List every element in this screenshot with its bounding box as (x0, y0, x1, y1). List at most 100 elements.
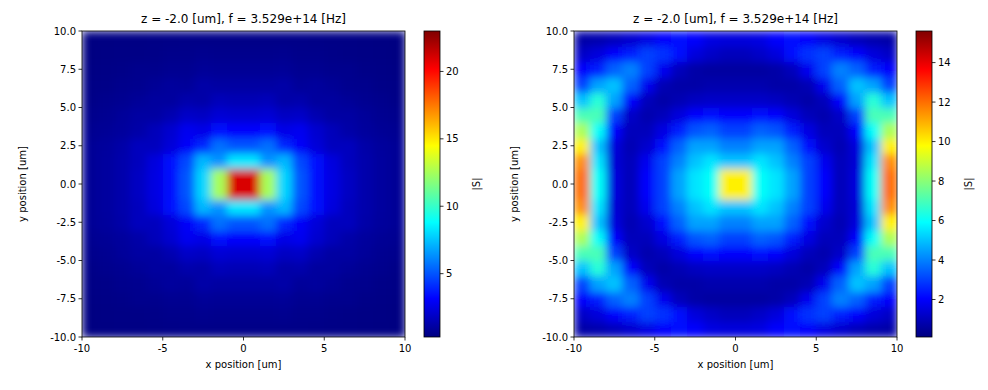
heat-cell (881, 276, 897, 292)
heat-cell (622, 31, 639, 47)
y-tick (571, 31, 575, 32)
heat-cell (687, 230, 704, 246)
y-tick-label: 0.0 (552, 179, 568, 190)
heat-cell (671, 291, 688, 307)
heat-cell (82, 62, 99, 78)
heat-cell (163, 306, 180, 322)
y-tick (79, 298, 83, 299)
heat-cell (244, 62, 261, 78)
heat-cell (357, 46, 374, 62)
heat-cell (703, 199, 720, 215)
heat-cell (324, 322, 341, 337)
heat-cell (389, 123, 405, 139)
heat-cell (357, 169, 374, 185)
heat-cell (800, 108, 817, 124)
heat-cell (655, 123, 672, 139)
heat-cell (227, 153, 244, 169)
heat-cell (114, 77, 131, 93)
heat-cell (816, 92, 833, 108)
heat-cell (719, 291, 736, 307)
x-tick-label: -10 (74, 343, 90, 354)
heat-cell (98, 138, 115, 154)
heat-cell (244, 199, 261, 215)
heat-cell (752, 291, 769, 307)
heat-cell (340, 245, 357, 261)
heat-cell (292, 261, 309, 277)
heat-cell (703, 261, 720, 277)
heat-cell (768, 230, 785, 246)
y-tick (571, 107, 575, 108)
heat-cell (324, 62, 341, 78)
heat-cell (179, 306, 196, 322)
heat-cell (114, 291, 131, 307)
heat-cell (768, 276, 785, 292)
heat-cell (276, 46, 293, 62)
heat-cell (574, 261, 591, 277)
heat-cell (340, 199, 357, 215)
heat-cell (655, 46, 672, 62)
y-axis-label: y position [um] (509, 146, 520, 222)
heat-cell (98, 245, 115, 261)
heat-cell (639, 62, 656, 78)
heat-cell (260, 306, 277, 322)
heat-cell (340, 291, 357, 307)
heat-cell (881, 291, 897, 307)
heat-cell (703, 92, 720, 108)
heat-cell (340, 230, 357, 246)
heat-cell (357, 138, 374, 154)
heat-cell (800, 261, 817, 277)
heat-cell (292, 46, 309, 62)
heat-cell (244, 92, 261, 108)
heat-cell (227, 291, 244, 307)
heat-cell (849, 184, 866, 200)
heat-cell (752, 62, 769, 78)
heat-cell (832, 184, 849, 200)
x-tick (735, 337, 736, 341)
heat-cell (768, 62, 785, 78)
colorbar-tick (932, 260, 936, 261)
heat-cell (639, 77, 656, 93)
heat-cell (574, 199, 591, 215)
heat-cell (639, 291, 656, 307)
heat-cell (639, 184, 656, 200)
chart: -10-50510-10.0-7.5-5.0-2.50.02.55.07.510… (509, 12, 975, 370)
heat-cell (389, 261, 405, 277)
heat-cell (114, 306, 131, 322)
heat-cell (655, 169, 672, 185)
heat-cell (639, 108, 656, 124)
heat-cell (671, 276, 688, 292)
heat-cell (163, 184, 180, 200)
colorbar-tick (932, 102, 936, 103)
heat-cell (308, 123, 325, 139)
heat-cell (130, 199, 147, 215)
x-tick-label: -10 (566, 343, 582, 354)
heat-cell (389, 215, 405, 231)
heat-cell (719, 306, 736, 322)
heat-cell (308, 322, 325, 337)
heat-cell (147, 138, 164, 154)
heat-cell (82, 291, 99, 307)
heat-cell (687, 184, 704, 200)
heat-cell (147, 153, 164, 169)
heat-cell (276, 322, 293, 337)
heat-cell (719, 322, 736, 337)
figure: -10-50510-10.0-7.5-5.0-2.50.02.55.07.510… (0, 0, 988, 390)
heat-cell (881, 261, 897, 277)
heat-cell (719, 230, 736, 246)
heat-cell (195, 184, 212, 200)
heat-cell (244, 261, 261, 277)
heat-cell (179, 245, 196, 261)
heat-cell (687, 138, 704, 154)
heat-cell (590, 291, 607, 307)
heat-cell (357, 261, 374, 277)
heat-cell (752, 199, 769, 215)
heat-cell (832, 108, 849, 124)
heat-cell (719, 199, 736, 215)
y-tick (79, 184, 83, 185)
y-tick (571, 260, 575, 261)
heat-cell (639, 123, 656, 139)
heat-cell (340, 77, 357, 93)
heat-cell (784, 123, 801, 139)
heat-cell (389, 31, 405, 47)
heat-cell (816, 199, 833, 215)
